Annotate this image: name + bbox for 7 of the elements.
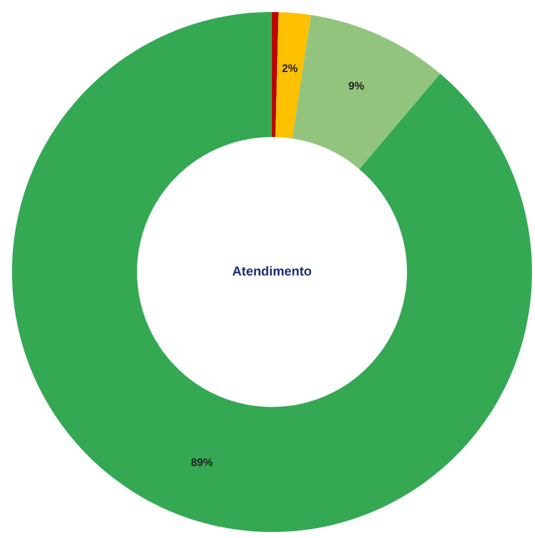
data-label: 89%	[190, 456, 214, 469]
data-label: 9%	[348, 80, 364, 93]
donut-slice	[272, 12, 279, 138]
donut-slice	[12, 12, 532, 532]
donut-slice	[275, 12, 312, 139]
text: Atendimento	[232, 263, 312, 278]
data-label: 2%	[282, 63, 298, 76]
